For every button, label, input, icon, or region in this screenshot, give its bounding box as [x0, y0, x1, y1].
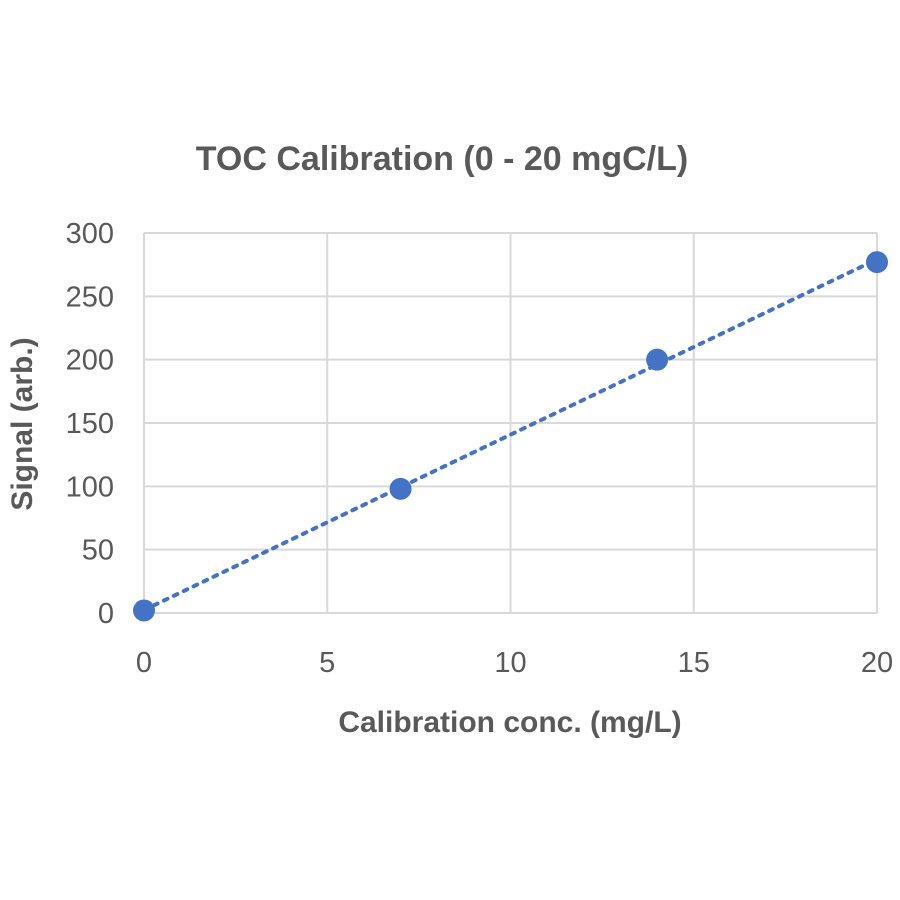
x-tick-label: 0	[136, 647, 152, 679]
data-point	[133, 599, 155, 622]
y-axis-label: Signal (arb.)	[6, 337, 39, 510]
y-tick-label: 150	[66, 408, 114, 440]
x-tick-label: 5	[319, 647, 335, 679]
y-tick-label: 250	[66, 281, 114, 313]
y-tick-labels: 0 50 100 150 200 250 300	[66, 218, 114, 630]
data-point	[389, 477, 412, 500]
x-axis-label: Calibration conc. (mg/L)	[338, 706, 681, 739]
data-point	[866, 251, 888, 274]
y-tick-label: 300	[66, 218, 114, 250]
y-tick-label: 200	[66, 345, 114, 377]
chart-title: TOC Calibration (0 - 20 mgC/L)	[196, 140, 688, 178]
data-points	[133, 251, 888, 622]
data-point	[646, 348, 669, 371]
x-tick-label: 20	[861, 647, 893, 679]
x-tick-label: 15	[678, 647, 710, 679]
y-tick-label: 50	[82, 535, 114, 567]
y-tick-label: 100	[66, 471, 114, 503]
trendline-layer	[142, 257, 879, 613]
y-tick-label: 0	[98, 598, 114, 630]
linear-trendline	[142, 257, 879, 613]
x-tick-label: 10	[494, 647, 526, 679]
x-tick-labels: 0 5 10 15 20	[136, 647, 893, 679]
